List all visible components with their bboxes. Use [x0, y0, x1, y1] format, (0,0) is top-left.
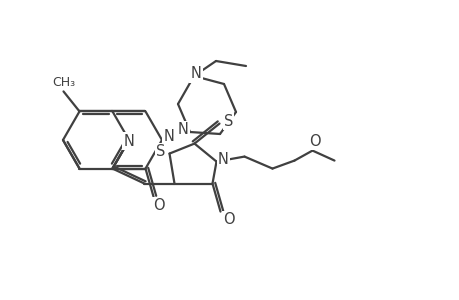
Text: O: O: [152, 198, 164, 213]
Text: CH₃: CH₃: [52, 76, 75, 89]
Text: N: N: [190, 67, 201, 82]
Text: O: O: [308, 134, 319, 149]
Text: O: O: [222, 212, 234, 227]
Text: N: N: [163, 130, 174, 145]
Text: N: N: [123, 134, 134, 148]
Text: N: N: [218, 152, 229, 167]
Text: N: N: [177, 122, 188, 137]
Text: S: S: [224, 114, 233, 129]
Text: S: S: [156, 144, 165, 159]
